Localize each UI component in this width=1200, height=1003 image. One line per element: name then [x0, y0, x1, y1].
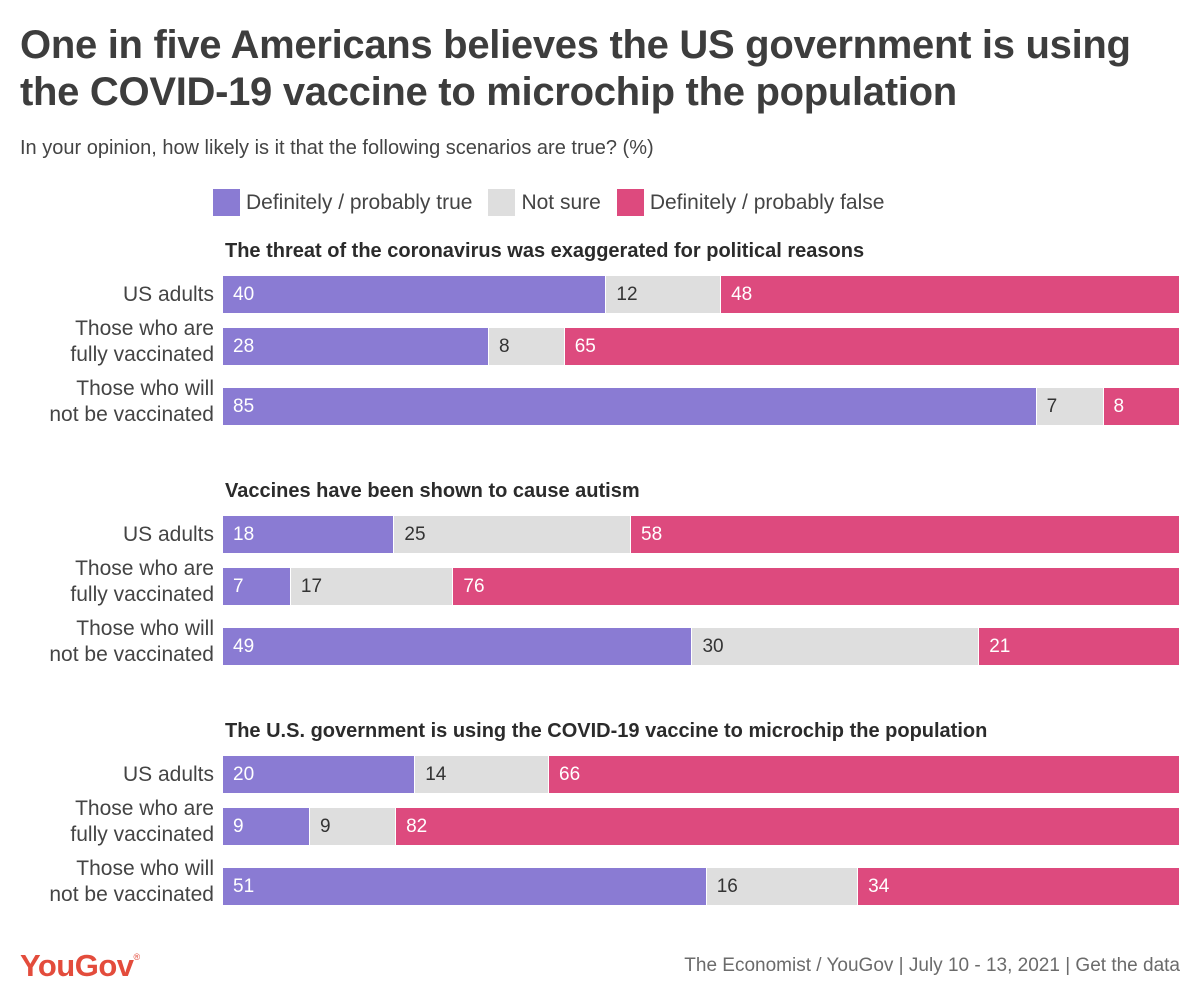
row-label: Those who are fully vaccinated [70, 317, 214, 366]
stacked-bar: 9 9 82 [223, 808, 1179, 845]
data-label: 85 [233, 396, 255, 417]
legend-label-not-sure: Not sure [521, 190, 601, 214]
bar-segment-true: 18 [223, 516, 394, 553]
bar-segment-true: 28 [223, 328, 489, 365]
data-label: 65 [574, 336, 596, 357]
stacked-bar: 18 25 58 [223, 516, 1179, 553]
row-label: US adults [122, 523, 214, 546]
bar-segment-true: 20 [223, 756, 415, 793]
data-label: 7 [1046, 396, 1058, 417]
row-label: Those who will not be vaccinated [49, 377, 214, 426]
bar-segment-false: 65 [563, 328, 1179, 365]
data-label: 17 [300, 576, 323, 597]
data-label: 8 [499, 336, 510, 357]
data-label: 21 [989, 636, 1011, 657]
legend-label-false: Definitely / probably false [649, 190, 885, 214]
data-label: 66 [559, 764, 581, 785]
panel-title-1: The threat of the coronavirus was exagge… [225, 240, 865, 262]
bar-segment-not-sure: 17 [289, 568, 453, 605]
data-label: 34 [868, 876, 890, 897]
bar-segment-false: 58 [630, 516, 1179, 553]
row-label: US adults [122, 283, 214, 306]
data-label: 12 [616, 284, 638, 305]
row-label: Those who are fully vaccinated [70, 797, 214, 846]
stacked-bar: 51 16 34 [223, 868, 1179, 905]
bar-segment-true: 7 [223, 568, 290, 605]
row-label: Those who will not be vaccinated [49, 617, 214, 666]
bar-segment-false: 34 [857, 868, 1179, 905]
legend-item-false: Definitely / probably false [616, 189, 885, 216]
bar-segment-false: 66 [548, 756, 1179, 793]
panel-title-3: The U.S. government is using the COVID-1… [225, 720, 988, 742]
legend: Definitely / probably true Not sure Defi… [213, 189, 900, 216]
stacked-bar: 7 17 76 [223, 568, 1179, 605]
row-label: US adults [122, 763, 214, 786]
data-label: 20 [233, 764, 255, 785]
data-label: 48 [731, 284, 753, 305]
legend-item-not-sure: Not sure [488, 189, 601, 216]
stacked-bar: 28 8 65 [223, 328, 1179, 365]
data-label: 40 [233, 284, 255, 305]
bar-segment-true: 51 [223, 868, 706, 905]
stacked-bar: 40 12 48 [223, 276, 1179, 313]
data-label: 51 [233, 876, 255, 897]
chart-subtitle: In your opinion, how likely is it that t… [20, 137, 654, 159]
data-label: 8 [1113, 396, 1125, 417]
registered-mark: ® [133, 952, 141, 962]
legend-swatch-false [616, 189, 644, 216]
data-label: 9 [233, 816, 244, 837]
bar-segment-true: 85 [223, 388, 1036, 425]
data-label: 14 [425, 764, 447, 785]
yougov-logo: YouGov® [20, 948, 140, 984]
data-label: 16 [716, 876, 738, 897]
legend-item-true: Definitely / probably true [213, 189, 472, 216]
bar-segment-not-sure: 8 [488, 328, 564, 365]
bar-segment-not-sure: 30 [691, 628, 979, 665]
bar-segment-false: 8 [1102, 388, 1179, 425]
bar-segment-false: 76 [452, 568, 1179, 605]
data-label: 9 [320, 816, 331, 837]
data-label: 76 [463, 576, 485, 597]
bar-segment-false: 48 [720, 276, 1179, 313]
data-label: 30 [702, 636, 724, 657]
bar-segment-not-sure: 25 [393, 516, 630, 553]
stacked-bar: 85 7 8 [223, 388, 1179, 425]
bar-segment-true: 9 [223, 808, 310, 845]
data-label: 49 [233, 636, 255, 657]
data-label: 25 [404, 524, 426, 545]
legend-swatch-not-sure [488, 189, 516, 216]
row-label: Those who will not be vaccinated [49, 857, 214, 906]
chart-title: One in five Americans believes the US go… [20, 23, 1131, 114]
bar-segment-not-sure: 9 [309, 808, 396, 845]
bar-segment-not-sure: 12 [605, 276, 721, 313]
bar-segment-not-sure: 16 [705, 868, 858, 905]
panel-title-2: Vaccines have been shown to cause autism [225, 480, 640, 502]
bar-segment-false: 21 [978, 628, 1179, 665]
source-note: The Economist / YouGov | July 10 - 13, 2… [684, 955, 1180, 976]
bar-segment-not-sure: 7 [1035, 388, 1103, 425]
legend-swatch-true [213, 189, 240, 216]
data-label: 18 [233, 524, 255, 545]
legend-label-true: Definitely / probably true [246, 190, 473, 214]
data-label: 82 [406, 816, 428, 837]
data-label: 28 [233, 336, 255, 357]
data-label: 58 [641, 524, 663, 545]
data-label: 7 [233, 576, 244, 597]
yougov-logo-text: YouGov [20, 948, 134, 983]
stacked-bar: 20 14 66 [223, 756, 1179, 793]
bar-segment-not-sure: 14 [414, 756, 549, 793]
bar-segment-true: 49 [223, 628, 692, 665]
stacked-bar: 49 30 21 [223, 628, 1179, 665]
row-label: Those who are fully vaccinated [70, 557, 214, 606]
bar-segment-false: 82 [395, 808, 1179, 845]
bar-segment-true: 40 [223, 276, 606, 313]
